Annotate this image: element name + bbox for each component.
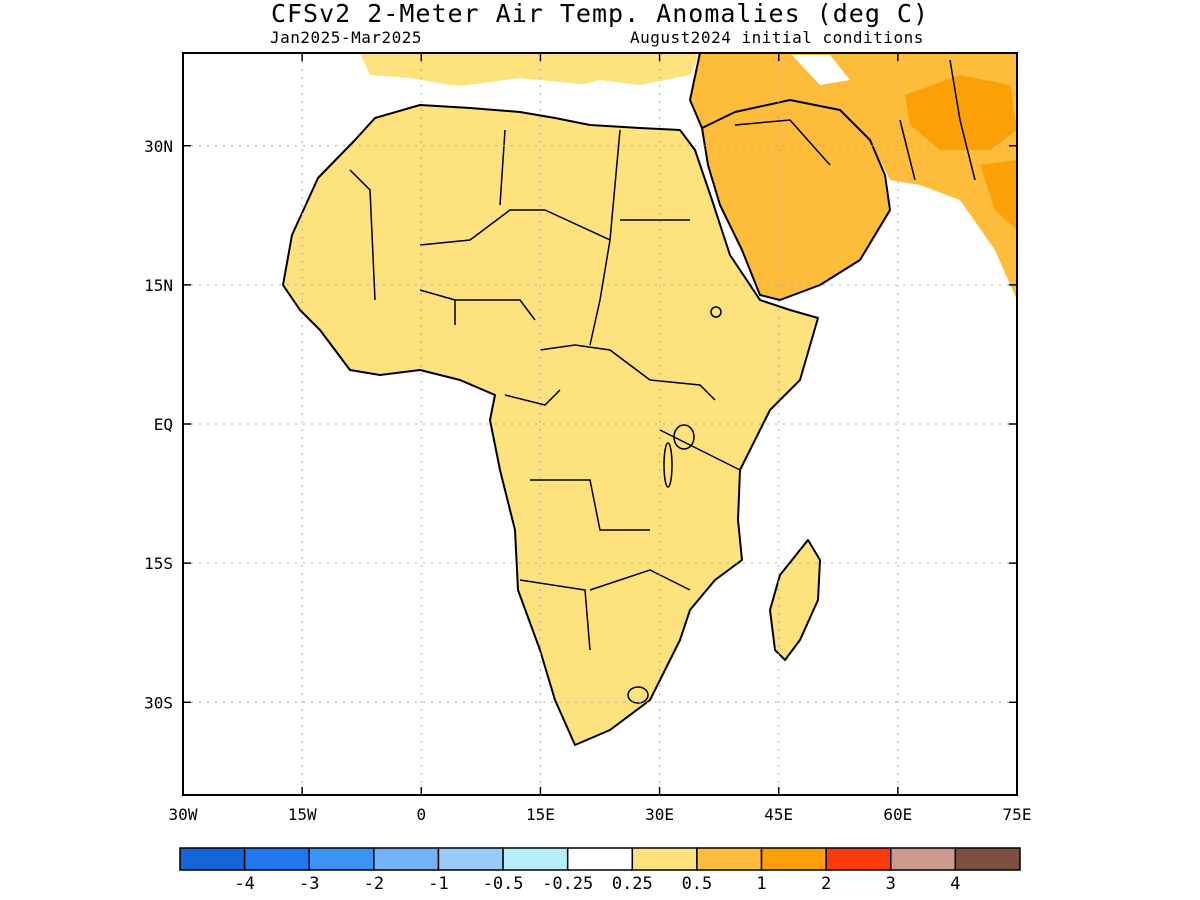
lon-tick-label: 30W xyxy=(169,805,198,824)
colorbar: -4 -3 -2 -1 -0.5 -0.25 0.25 0.5 1 2 3 4 xyxy=(179,847,1021,894)
colorbar-label: 3 xyxy=(886,874,896,894)
map-grid xyxy=(183,53,1017,795)
colorbar-label: -4 xyxy=(234,874,254,894)
colorbar-label: -0.5 xyxy=(483,874,524,894)
lat-tick-label: 30S xyxy=(144,693,173,712)
colorbar-swatch xyxy=(308,847,375,871)
lon-tick-label: 75E xyxy=(1003,805,1032,824)
colorbar-label: 4 xyxy=(950,874,960,894)
lat-tick-label: 15S xyxy=(144,554,173,573)
map-axes: 30W 15W 0 15E 30E 45E 60E 75E 30N 15N EQ 15S 30S xyxy=(144,53,1031,824)
colorbar-swatch xyxy=(437,847,504,871)
lakes xyxy=(627,306,722,704)
colorbar-label: -1 xyxy=(428,874,448,894)
colorbar-swatch xyxy=(179,847,246,871)
country-borders xyxy=(349,59,976,651)
colorbar-label: 0.25 xyxy=(612,874,653,894)
colorbar-swatch xyxy=(566,847,634,871)
colorbar-swatch xyxy=(502,847,569,871)
colorbar-swatch xyxy=(760,847,827,871)
map-area xyxy=(282,53,1017,746)
colorbar-label: 0.5 xyxy=(682,874,713,894)
colorbar-label: 2 xyxy=(821,874,831,894)
colorbar-label: 1 xyxy=(756,874,766,894)
colorbar-label: -2 xyxy=(364,874,384,894)
lon-tick-label: 60E xyxy=(883,805,912,824)
lon-tick-label: 0 xyxy=(416,805,426,824)
colorbar-swatch xyxy=(696,847,763,871)
lon-tick-label: 30E xyxy=(645,805,674,824)
initial-conditions: August2024 initial conditions xyxy=(630,28,924,47)
lat-tick-label: EQ xyxy=(154,415,173,434)
lon-tick-label: 15W xyxy=(288,805,317,824)
forecast-period: Jan2025-Mar2025 xyxy=(270,28,422,47)
map-title: CFSv2 2-Meter Air Temp. Anomalies (deg C… xyxy=(270,0,930,28)
lon-tick-label: 15E xyxy=(526,805,555,824)
coastlines xyxy=(282,53,891,746)
colorbar-swatch xyxy=(825,847,892,871)
colorbar-swatch xyxy=(954,847,1021,871)
colorbar-label: -0.25 xyxy=(542,874,593,894)
colorbar-swatch xyxy=(631,847,698,871)
europe-land xyxy=(360,53,700,90)
colorbar-swatch xyxy=(243,847,310,871)
colorbar-swatch xyxy=(373,847,440,871)
lat-tick-label: 15N xyxy=(144,276,173,295)
lat-tick-label: 30N xyxy=(144,137,173,156)
lon-tick-label: 45E xyxy=(764,805,793,824)
colorbar-label: -3 xyxy=(299,874,319,894)
colorbar-swatch xyxy=(890,847,957,871)
